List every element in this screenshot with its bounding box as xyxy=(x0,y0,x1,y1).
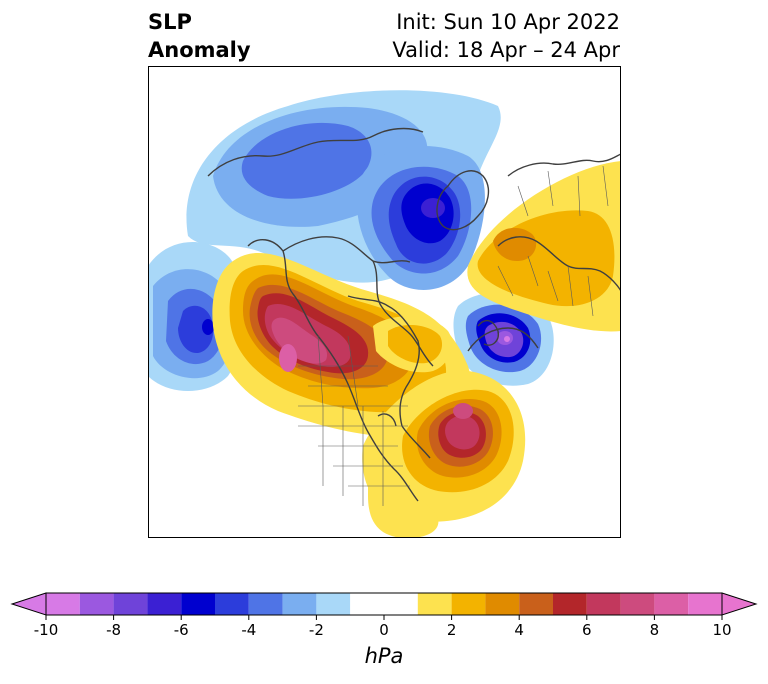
colorbar-cells xyxy=(10,592,758,616)
colorbar-tick-label: 4 xyxy=(514,621,524,639)
colorbar-cell xyxy=(46,593,80,615)
natl-high-core xyxy=(453,403,473,419)
colorbar: -10 -8 -6 -4 -2 0 2 4 6 8 10 xyxy=(10,592,758,639)
colorbar-tick-label: -4 xyxy=(241,621,256,639)
wna-high-core xyxy=(279,344,297,372)
colorbar-tick-label: -6 xyxy=(174,621,189,639)
colorbar-tick-label: 2 xyxy=(447,621,457,639)
colorbar-cell xyxy=(215,593,249,615)
colorbar-tick-label: 8 xyxy=(650,621,660,639)
colorbar-cell xyxy=(451,593,486,615)
colorbar-extend-max xyxy=(721,592,758,616)
colorbar-cell xyxy=(417,593,452,615)
colorbar-cell xyxy=(654,593,689,615)
colorbar-cell xyxy=(113,593,148,615)
borders xyxy=(298,165,609,506)
colorbar-tick-label: 6 xyxy=(582,621,592,639)
title-type: Anomaly xyxy=(148,38,251,62)
colorbar-tick-label: -2 xyxy=(309,621,324,639)
colorbar-cell xyxy=(79,593,114,615)
colorbar-extend-min xyxy=(10,592,47,616)
anomaly-field xyxy=(148,66,621,538)
colorbar-tick-label: 10 xyxy=(712,621,731,639)
colorbar-ticks: -10 -8 -6 -4 -2 0 2 4 6 8 10 xyxy=(34,615,732,639)
siberia-high-ring3 xyxy=(493,227,537,262)
colorbar-cell xyxy=(586,593,621,615)
slp-anomaly-map xyxy=(148,66,621,538)
canada-low-ring2 xyxy=(241,122,372,199)
north-pacific-low-ring3 xyxy=(178,305,214,354)
colorbar-tick-label: 0 xyxy=(379,621,389,639)
north-pacific-low-core xyxy=(202,319,214,335)
colorbar-cell xyxy=(485,593,520,615)
europe-low-peak xyxy=(504,336,510,342)
wna-high-ring7 xyxy=(271,317,328,364)
title-left: SLP Anomaly xyxy=(148,8,251,64)
init-date: Init: Sun 10 Apr 2022 xyxy=(396,10,620,34)
title-right: Init: Sun 10 Apr 2022 Valid: 18 Apr – 24… xyxy=(392,8,620,64)
colorbar-cell xyxy=(181,593,215,615)
colorbar-cell xyxy=(519,593,553,615)
colorbar-cell xyxy=(620,593,655,615)
coastlines xyxy=(207,127,621,502)
colorbar-cell xyxy=(147,593,182,615)
hudson-high-ext2 xyxy=(388,324,443,364)
map-frame xyxy=(148,66,621,538)
title-variable: SLP xyxy=(148,10,192,34)
colorbar-cell xyxy=(688,593,722,615)
colorbar-cell xyxy=(282,593,317,615)
colorbar-cell xyxy=(316,593,351,615)
colorbar-cell xyxy=(350,593,418,615)
colorbar-tick-label: -8 xyxy=(106,621,121,639)
valid-range: Valid: 18 Apr – 24 Apr xyxy=(392,38,620,62)
eus-high-ext xyxy=(368,459,439,538)
colorbar-unit-label: hPa xyxy=(364,644,404,668)
greenland-low-core xyxy=(421,198,445,218)
colorbar-tick-label: -10 xyxy=(34,621,59,639)
colorbar-cell xyxy=(248,593,283,615)
natl-high-ring6 xyxy=(445,415,480,450)
colorbar-cell xyxy=(553,593,587,615)
